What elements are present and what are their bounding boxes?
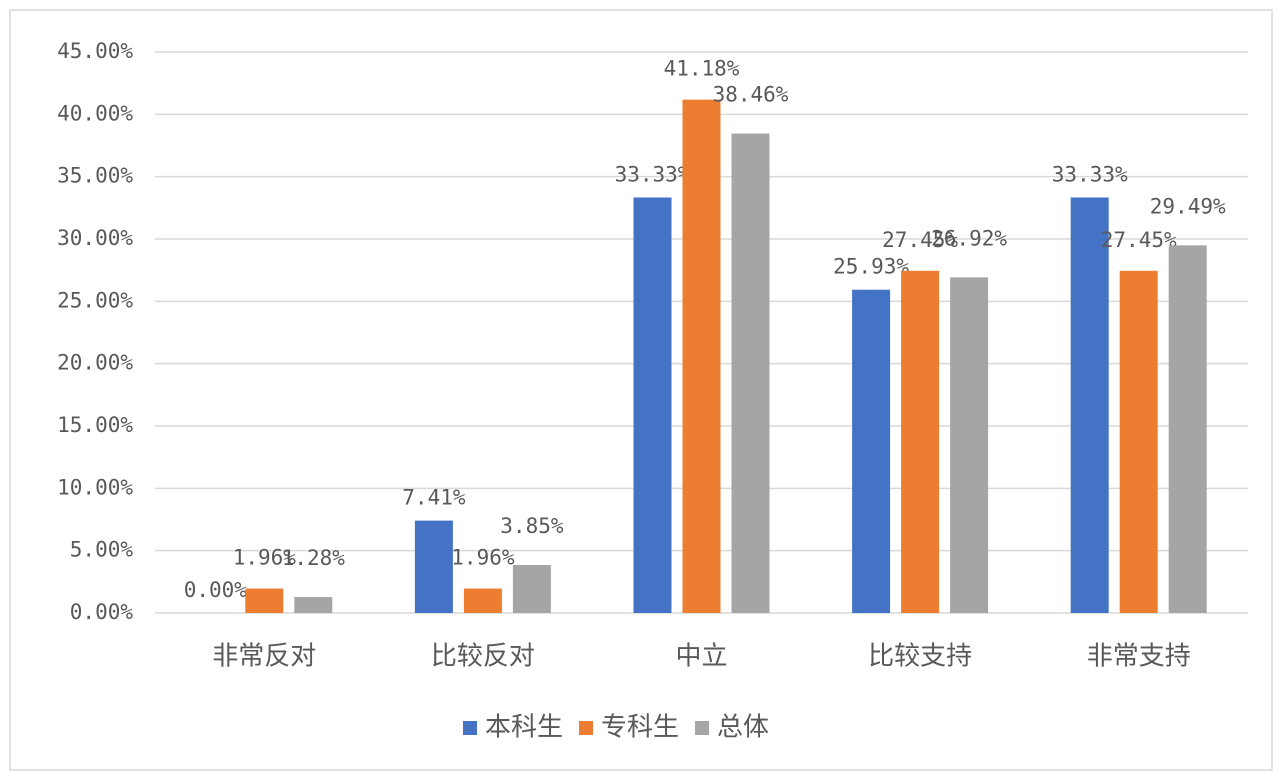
bar — [682, 99, 721, 613]
bar — [512, 565, 551, 613]
bar — [414, 520, 453, 613]
y-tick-label: 5.00% — [70, 538, 134, 562]
bar — [294, 597, 333, 613]
data-label: 1.96% — [233, 546, 297, 570]
data-label: 33.33% — [1052, 162, 1128, 186]
data-label: 3.85% — [500, 514, 564, 538]
legend-swatch — [579, 721, 594, 735]
y-tick-label: 20.00% — [57, 351, 133, 375]
data-label: 27.45% — [882, 228, 958, 252]
bar — [1070, 197, 1109, 613]
legend-swatch — [695, 721, 710, 735]
data-label: 33.33% — [615, 162, 691, 186]
y-tick-label: 15.00% — [57, 413, 133, 437]
y-tick-label: 35.00% — [57, 164, 133, 188]
bar — [1168, 245, 1207, 613]
data-label: 29.49% — [1150, 194, 1226, 218]
data-label: 38.46% — [713, 83, 789, 107]
y-tick-label: 0.00% — [70, 600, 134, 624]
y-tick-label: 10.00% — [57, 475, 133, 499]
data-label: 1.28% — [282, 546, 346, 570]
bar — [852, 289, 891, 613]
bar — [463, 588, 502, 613]
legend-label: 总体 — [717, 713, 769, 743]
x-tick-label: 非常反对 — [212, 642, 316, 672]
data-label: 25.93% — [833, 255, 909, 279]
legend-label: 专科生 — [601, 713, 679, 743]
y-tick-label: 40.00% — [57, 101, 133, 125]
y-tick-label: 45.00% — [57, 39, 133, 63]
data-label: 41.18% — [664, 57, 740, 81]
data-label: 0.00% — [184, 578, 248, 602]
data-label: 27.45% — [1101, 228, 1177, 252]
data-label: 7.41% — [402, 486, 466, 510]
y-tick-label: 30.00% — [57, 226, 133, 250]
legend-label: 本科生 — [485, 713, 563, 743]
x-tick-label: 中立 — [675, 642, 727, 672]
bar — [901, 270, 940, 613]
x-tick-label: 比较反对 — [431, 642, 535, 672]
legend-swatch — [463, 721, 477, 735]
bar — [731, 133, 770, 614]
bar — [1119, 270, 1158, 613]
data-label: 26.92% — [931, 226, 1007, 250]
y-tick-label: 25.00% — [57, 288, 133, 312]
x-tick-label: 比较支持 — [868, 642, 972, 672]
data-label: 1.96% — [451, 546, 515, 570]
bar — [633, 197, 672, 613]
x-tick-label: 非常支持 — [1087, 642, 1191, 672]
bar — [245, 588, 284, 613]
bar — [950, 277, 989, 613]
